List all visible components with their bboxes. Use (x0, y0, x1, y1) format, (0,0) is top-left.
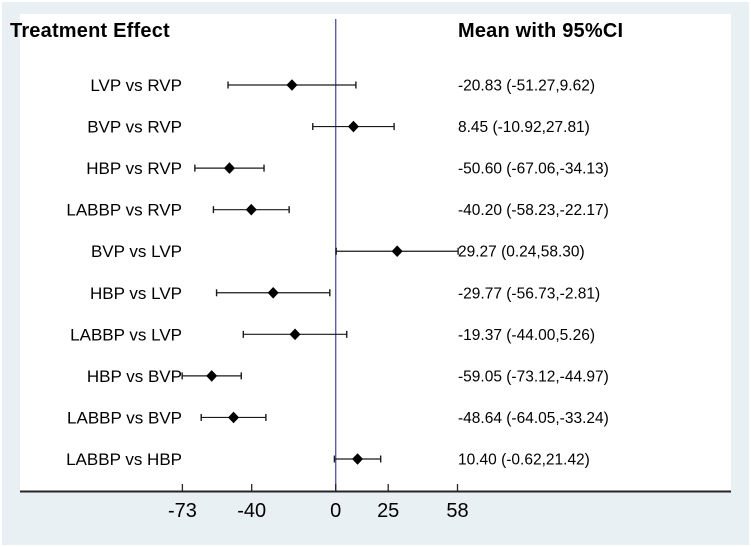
x-axis-tick-label: 58 (446, 500, 468, 522)
mean-ci-value: -29.77 (-56.73,-2.81) (458, 285, 600, 302)
mean-diamond-marker (391, 245, 403, 258)
comparison-label: LABBP vs BVP (67, 408, 182, 427)
mean-ci-value: -50.60 (-67.06,-34.13) (458, 161, 609, 178)
x-axis-tick-label: 25 (377, 500, 399, 522)
mean-diamond-marker (206, 370, 218, 382)
comparison-label: BVP vs LVP (91, 242, 182, 261)
comparison-label: HBP vs RVP (86, 159, 182, 178)
treatment-effect-column-title: Treatment Effect (10, 20, 170, 42)
comparison-label: HBP vs BVP (87, 367, 182, 386)
comparison-label: LABBP vs LVP (70, 325, 182, 344)
mean-diamond-marker (223, 162, 235, 174)
x-axis-tick-label: 0 (330, 500, 341, 522)
x-axis-tick-label: -73 (168, 500, 197, 522)
comparison-label: HBP vs LVP (90, 284, 182, 303)
mean-ci-value: 8.45 (-10.92,27.81) (458, 119, 590, 136)
mean-diamond-marker (228, 411, 240, 424)
mean-diamond-marker (352, 453, 364, 465)
mean-diamond-marker (267, 286, 279, 299)
mean-ci-value: -59.05 (-73.12,-44.97) (458, 368, 609, 385)
mean-diamond-marker (347, 120, 359, 133)
mean-ci-value: 10.40 (-0.62,21.42) (458, 452, 590, 469)
mean-ci-column-title: Mean with 95%CI (458, 20, 624, 42)
plot-region (20, 14, 731, 492)
mean-ci-value: -19.37 (-44.00,5.26) (458, 327, 595, 344)
mean-ci-value: -20.83 (-51.27,9.62) (458, 78, 595, 95)
comparison-label: LABBP vs HBP (66, 450, 182, 469)
comparison-label: LABBP vs RVP (66, 201, 182, 220)
mean-ci-value: 29.27 (0.24,58.30) (458, 244, 585, 261)
mean-diamond-marker (286, 79, 298, 91)
mean-ci-value: -40.20 (-58.23,-22.17) (458, 202, 609, 219)
mean-diamond-marker (245, 203, 257, 216)
comparison-label: LVP vs RVP (90, 76, 182, 95)
mean-diamond-marker (289, 328, 301, 341)
comparison-label: BVP vs RVP (87, 118, 182, 137)
mean-ci-value: -48.64 (-64.05,-33.24) (458, 410, 609, 427)
x-axis-tick-label: -40 (237, 500, 266, 522)
